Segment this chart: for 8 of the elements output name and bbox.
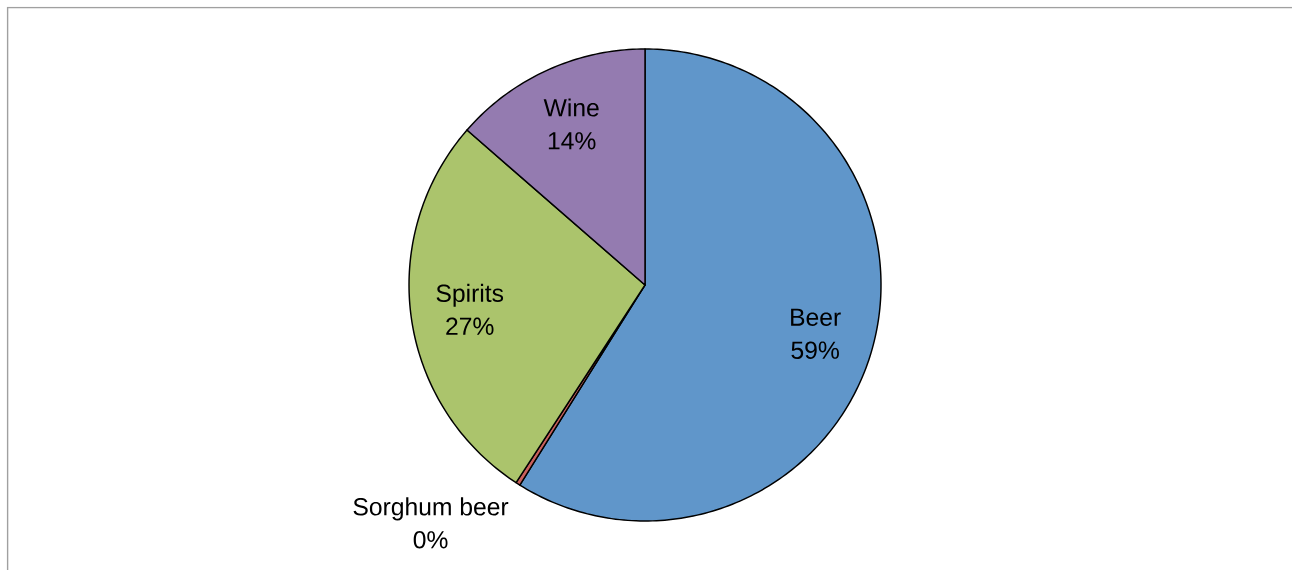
data-label: 59%: [791, 341, 839, 359]
data-label: 14%: [548, 132, 596, 150]
slice-label: Wine: [543, 98, 599, 117]
slice-label: Spirits: [436, 283, 504, 307]
data-label: 0%: [413, 531, 448, 549]
slice-label: Beer: [791, 308, 841, 326]
slice-label: Sorghum beer: [353, 497, 509, 521]
data-label: 27%: [446, 317, 494, 335]
